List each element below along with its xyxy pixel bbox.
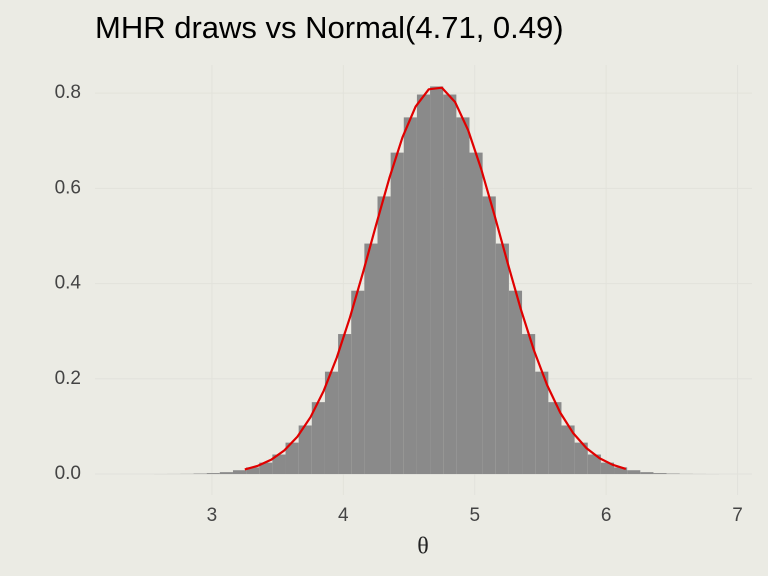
grid xyxy=(95,65,752,495)
x-tick-label: 5 xyxy=(469,505,480,526)
histogram-bar xyxy=(548,402,562,475)
histogram-bar xyxy=(614,467,628,475)
histogram-bar xyxy=(482,196,496,475)
histogram-bar xyxy=(364,243,378,475)
histogram-bar xyxy=(351,290,365,475)
histogram-bar xyxy=(430,86,444,475)
histogram-bar xyxy=(232,470,247,475)
histogram-bar xyxy=(206,473,220,475)
histogram-bar xyxy=(627,470,641,475)
histogram-bar xyxy=(259,462,273,475)
histogram-bar xyxy=(311,402,325,475)
histogram-bar xyxy=(298,425,312,475)
density-curve xyxy=(244,86,627,471)
histogram-bar xyxy=(574,442,588,475)
x-tick-label: 3 xyxy=(207,505,218,526)
x-tick-label: 4 xyxy=(338,505,349,526)
x-axis-label: θ xyxy=(417,534,429,560)
y-tick-label: 0.8 xyxy=(55,82,81,103)
histogram-bar xyxy=(535,371,549,475)
x-tick-label: 6 xyxy=(601,505,612,526)
histogram-bar xyxy=(522,334,536,475)
chart-title: MHR draws vs Normal(4.71, 0.49) xyxy=(95,10,564,45)
histogram-bar xyxy=(272,454,286,475)
histogram-bar xyxy=(653,473,667,475)
histogram-bar xyxy=(587,454,601,475)
histogram-bar xyxy=(219,472,233,475)
histogram-bar xyxy=(403,117,417,475)
histogram-bar xyxy=(495,243,509,475)
histogram-bar xyxy=(443,94,457,475)
histogram-bar xyxy=(338,334,352,475)
histogram-bar xyxy=(469,152,483,475)
histogram-bar xyxy=(246,467,260,475)
histogram-bar xyxy=(285,442,299,475)
y-tick-label: 0.4 xyxy=(55,273,82,294)
x-tick-label: 7 xyxy=(732,505,743,526)
y-tick-label: 0.0 xyxy=(55,463,81,484)
histogram-bar xyxy=(508,290,523,475)
histogram-bar xyxy=(640,472,654,475)
histogram-bar xyxy=(600,462,615,475)
histogram-bar xyxy=(456,117,470,475)
y-tick-label: 0.6 xyxy=(55,177,81,198)
histogram-bar xyxy=(416,94,431,475)
histogram-bar xyxy=(390,152,404,475)
y-tick-label: 0.2 xyxy=(55,368,81,389)
histogram-bar xyxy=(377,196,391,475)
histogram-bar xyxy=(561,425,575,475)
histogram-bar xyxy=(324,371,339,475)
